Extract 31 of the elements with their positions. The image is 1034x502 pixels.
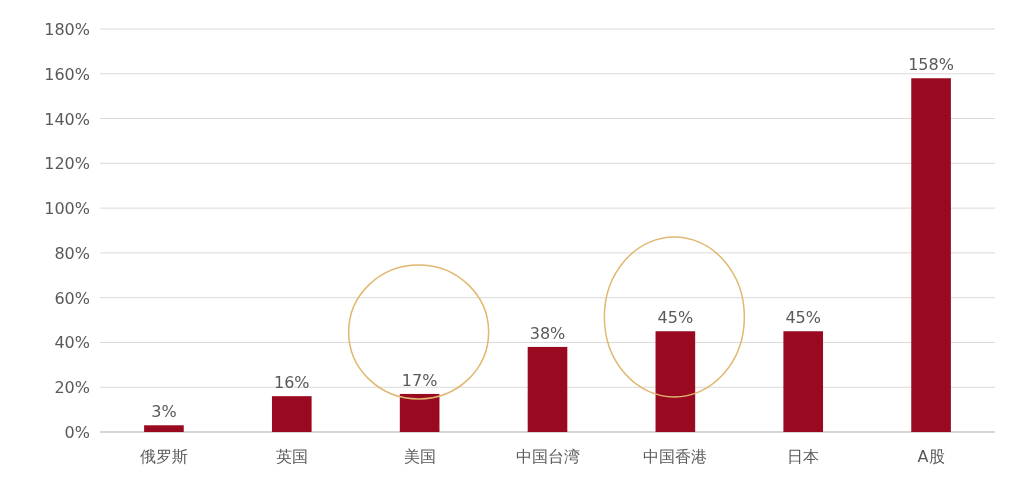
x-tick-label: 中国台湾	[515, 447, 580, 466]
x-tick-label: 中国香港	[643, 447, 708, 466]
bar	[144, 425, 184, 432]
bar	[399, 393, 440, 432]
data-label: 16%	[274, 373, 310, 393]
bar	[527, 346, 568, 432]
x-tick-label: 英国	[275, 447, 308, 466]
y-tick-label: 160%	[44, 64, 90, 84]
data-label: 3%	[151, 402, 177, 422]
bar	[655, 331, 696, 432]
data-label: 45%	[785, 308, 821, 328]
y-tick-label: 100%	[44, 199, 90, 219]
data-label: 38%	[529, 323, 566, 343]
data-label: 17%	[401, 370, 438, 390]
x-tick-label: 日本	[787, 447, 820, 466]
x-tick-label: 美国	[403, 447, 436, 466]
bar	[271, 396, 312, 432]
x-tick-label: A股	[917, 447, 945, 466]
y-tick-label: 120%	[44, 154, 90, 174]
bar	[911, 78, 951, 432]
data-label: 45%	[657, 308, 694, 328]
y-tick-label: 140%	[44, 109, 90, 129]
y-tick-label: 60%	[54, 288, 90, 308]
data-label: 158%	[908, 55, 954, 75]
y-tick-label: 180%	[44, 20, 90, 39]
y-tick-label: 80%	[54, 243, 90, 263]
y-tick-label: 0%	[64, 423, 90, 442]
y-tick-label: 20%	[54, 378, 90, 398]
x-tick-label: 俄罗斯	[139, 447, 188, 466]
y-tick-label: 40%	[54, 333, 90, 353]
bar	[783, 331, 824, 432]
